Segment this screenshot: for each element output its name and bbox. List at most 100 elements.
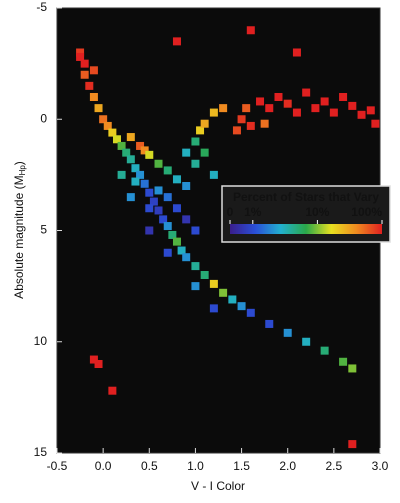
- star-cell: [348, 440, 357, 449]
- star-cell: [311, 104, 320, 113]
- star-cell: [209, 108, 218, 117]
- star-cell: [172, 175, 181, 184]
- x-axis-label: V - I Color: [191, 479, 245, 493]
- star-cell: [163, 222, 172, 231]
- star-cell: [200, 148, 209, 157]
- x-tick-label: 3.0: [372, 459, 389, 473]
- star-cell: [154, 186, 163, 195]
- star-cell: [112, 135, 121, 144]
- star-cell: [191, 159, 200, 168]
- star-cell: [228, 295, 237, 304]
- star-cell: [140, 146, 149, 155]
- star-cell: [182, 215, 191, 224]
- y-tick-label: 5: [40, 223, 47, 237]
- x-tick-label: 0.0: [95, 459, 112, 473]
- star-cell: [357, 110, 366, 119]
- star-cell: [182, 148, 191, 157]
- star-cell: [200, 271, 209, 279]
- star-cell: [89, 355, 98, 364]
- star-cell: [145, 150, 154, 159]
- star-cell: [209, 304, 218, 313]
- y-label-end: ): [12, 161, 26, 165]
- x-tick-label: 2.0: [279, 459, 296, 473]
- star-cell: [246, 26, 255, 35]
- star-cell: [196, 126, 205, 135]
- star-cell: [76, 48, 85, 57]
- star-cell: [246, 121, 255, 130]
- star-cell: [89, 66, 98, 75]
- star-cell: [371, 119, 380, 128]
- star-cell: [108, 386, 117, 395]
- star-cell: [80, 59, 89, 68]
- star-cell: [320, 97, 329, 106]
- star-cell: [209, 170, 218, 179]
- star-cell: [163, 193, 172, 202]
- star-cell: [366, 106, 375, 115]
- star-cell: [348, 101, 357, 110]
- star-cell: [172, 237, 181, 246]
- star-cell: [200, 119, 209, 128]
- star-cell: [140, 179, 149, 188]
- y-label-subscript: Hp: [18, 165, 27, 176]
- star-cell: [149, 197, 158, 206]
- y-label-main: Absolute magnitude (M: [12, 175, 26, 298]
- star-cell: [117, 141, 126, 150]
- star-cell: [283, 99, 292, 108]
- star-cell: [302, 88, 311, 97]
- star-cell: [232, 126, 241, 135]
- star-cell: [154, 159, 163, 168]
- star-cell: [302, 337, 311, 346]
- star-cell: [274, 93, 283, 101]
- star-cell: [145, 226, 154, 235]
- star-cell: [76, 52, 85, 61]
- colorbar-tick-label: 0: [227, 205, 234, 219]
- star-cell: [182, 253, 191, 262]
- star-cell: [339, 357, 348, 366]
- star-cell: [292, 48, 301, 57]
- star-cell: [246, 308, 255, 317]
- star-cell: [219, 104, 228, 113]
- star-cell: [168, 230, 177, 239]
- y-tick-label: 15: [34, 445, 48, 459]
- star-cell: [163, 248, 172, 257]
- star-cell: [145, 188, 154, 197]
- x-tick-label: 0.5: [141, 459, 158, 473]
- star-cell: [172, 204, 181, 213]
- star-cell: [265, 104, 274, 113]
- star-cell: [126, 193, 135, 202]
- star-cell: [191, 282, 200, 291]
- colorbar-tick-label: 10%: [305, 205, 329, 219]
- star-cell: [237, 302, 246, 311]
- star-cell: [237, 115, 246, 124]
- star-cell: [136, 170, 145, 179]
- y-tick-label: 10: [34, 334, 48, 348]
- star-cell: [292, 108, 301, 117]
- star-cell: [154, 206, 163, 215]
- star-cell: [117, 170, 126, 179]
- colorbar-title: Percent of Stars that Vary: [233, 190, 379, 204]
- star-cell: [136, 141, 145, 150]
- x-tick-label: 1.5: [233, 459, 250, 473]
- star-cell: [177, 246, 186, 255]
- star-cell: [159, 215, 168, 224]
- star-cell: [126, 133, 135, 142]
- star-cell: [94, 104, 103, 113]
- x-tick-label: -0.5: [47, 459, 68, 473]
- star-cell: [145, 204, 154, 213]
- colorbar-gradient: [230, 224, 382, 234]
- star-cell: [242, 104, 251, 113]
- star-cell: [191, 226, 200, 235]
- star-cell: [163, 166, 172, 175]
- star-cell: [329, 108, 338, 117]
- star-cell: [131, 164, 140, 173]
- x-tick-label: 1.0: [187, 459, 204, 473]
- star-cell: [108, 128, 117, 137]
- star-cell: [131, 177, 140, 186]
- star-cell: [126, 155, 135, 164]
- star-cell: [320, 346, 329, 355]
- star-cell: [348, 364, 357, 373]
- star-cell: [122, 148, 131, 157]
- star-cell: [219, 288, 228, 297]
